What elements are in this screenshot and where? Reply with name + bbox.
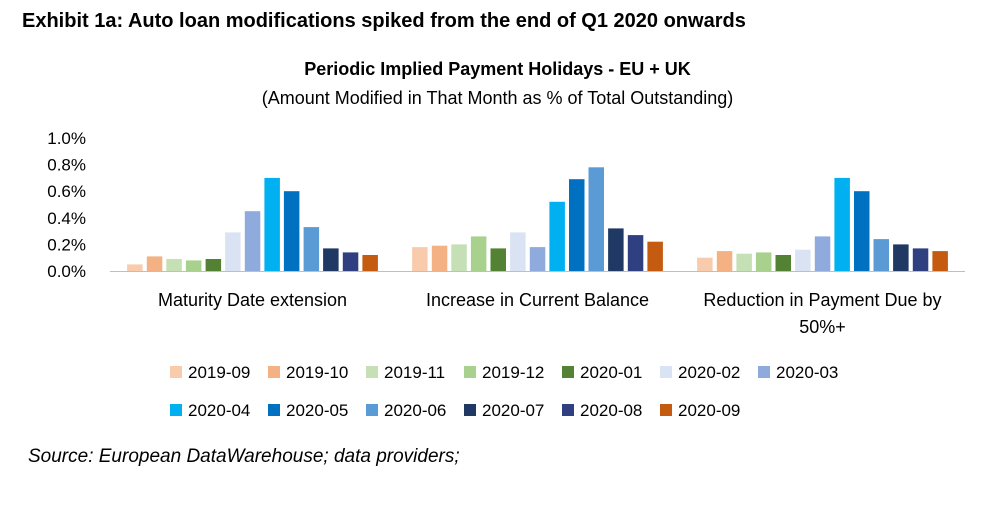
bar-2020-09 bbox=[362, 255, 378, 271]
bar-2020-02 bbox=[225, 232, 241, 271]
bar-2019-11 bbox=[736, 253, 752, 271]
bar-2020-03 bbox=[814, 236, 831, 271]
bar-2020-02 bbox=[795, 249, 811, 271]
y-tick-label: 0.2% bbox=[47, 235, 86, 254]
bar-2020-01 bbox=[490, 248, 506, 271]
bar-2020-07 bbox=[323, 248, 339, 271]
bar-2019-10 bbox=[716, 251, 733, 271]
bar-2019-12 bbox=[755, 252, 772, 271]
bar-2020-06 bbox=[303, 227, 320, 271]
bar-2020-01 bbox=[775, 255, 791, 271]
category-label: Reduction in Payment Due by bbox=[703, 290, 941, 310]
bar-2019-09 bbox=[127, 264, 143, 271]
legend-label: 2020-04 bbox=[188, 401, 250, 420]
bar-2019-12 bbox=[470, 236, 487, 271]
legend-swatch bbox=[758, 366, 770, 378]
legend-label: 2020-09 bbox=[678, 401, 740, 420]
y-tick-label: 0.0% bbox=[47, 262, 86, 281]
bar-2019-12 bbox=[185, 260, 202, 271]
category-label: 50%+ bbox=[799, 317, 846, 337]
bar-2020-08 bbox=[627, 235, 644, 271]
legend-swatch bbox=[268, 404, 280, 416]
bar-2020-02 bbox=[510, 232, 526, 271]
source-note: Source: European DataWarehouse; data pro… bbox=[28, 446, 460, 467]
bar-2020-03 bbox=[244, 211, 261, 271]
bar-2020-05 bbox=[569, 179, 585, 271]
category-label: Maturity Date extension bbox=[158, 290, 347, 310]
exhibit-title: Exhibit 1a: Auto loan modifications spik… bbox=[22, 10, 746, 32]
bar-2020-04 bbox=[549, 201, 565, 271]
bar-2019-11 bbox=[451, 244, 467, 271]
bar-2020-03 bbox=[529, 247, 546, 271]
legend-swatch bbox=[366, 404, 378, 416]
bar-2019-10 bbox=[431, 245, 448, 271]
legend-label: 2019-12 bbox=[482, 363, 544, 382]
y-tick-label: 0.6% bbox=[47, 182, 86, 201]
category-label: Increase in Current Balance bbox=[426, 290, 649, 310]
bar-2020-07 bbox=[893, 244, 909, 271]
bar-2019-09 bbox=[697, 257, 713, 271]
legend-label: 2020-02 bbox=[678, 363, 740, 382]
bar-2020-06 bbox=[873, 239, 889, 271]
legend-swatch bbox=[170, 366, 182, 378]
bar-2020-07 bbox=[608, 228, 624, 271]
chart-title: Periodic Implied Payment Holidays - EU +… bbox=[304, 59, 691, 79]
legend-swatch bbox=[170, 404, 182, 416]
legend-swatch bbox=[464, 404, 476, 416]
bar-2020-08 bbox=[342, 252, 359, 271]
legend-swatch bbox=[562, 404, 574, 416]
legend-label: 2020-05 bbox=[286, 401, 348, 420]
bar-2019-10 bbox=[146, 256, 163, 271]
legend-swatch bbox=[268, 366, 280, 378]
legend-swatch bbox=[562, 366, 574, 378]
bar-chart: 0.0% 0.2% 0.4% 0.6% 0.8% 1.0% Maturity Date ex… bbox=[47, 129, 965, 420]
legend-swatch bbox=[464, 366, 476, 378]
legend-label: 2020-07 bbox=[482, 401, 544, 420]
y-tick-label: 1.0% bbox=[47, 129, 86, 148]
bar-2020-06 bbox=[588, 167, 604, 271]
bar-2020-04 bbox=[834, 177, 850, 271]
bar-2020-01 bbox=[205, 259, 222, 271]
bar-2020-08 bbox=[912, 248, 929, 271]
legend-swatch bbox=[660, 404, 672, 416]
legend-label: 2020-03 bbox=[776, 363, 838, 382]
bar-2020-09 bbox=[647, 241, 663, 271]
chart-subtitle: (Amount Modified in That Month as % of T… bbox=[261, 88, 734, 108]
y-tick-label: 0.4% bbox=[47, 209, 86, 228]
legend-label: 2020-06 bbox=[384, 401, 446, 420]
y-tick-label: 0.8% bbox=[47, 156, 86, 175]
bar-2020-05 bbox=[854, 191, 870, 271]
legend-swatch bbox=[660, 366, 672, 378]
bar-2020-05 bbox=[283, 191, 300, 271]
legend-label: 2019-09 bbox=[188, 363, 250, 382]
legend-swatch bbox=[366, 366, 378, 378]
legend-label: 2019-10 bbox=[286, 363, 348, 382]
bar-2019-09 bbox=[412, 247, 428, 271]
legend-label: 2019-11 bbox=[384, 363, 445, 382]
bar-2020-09 bbox=[932, 251, 948, 271]
legend-label: 2020-08 bbox=[580, 401, 642, 420]
bar-2019-11 bbox=[166, 259, 182, 271]
legend-label: 2020-01 bbox=[580, 363, 642, 382]
bar-2020-04 bbox=[264, 177, 280, 271]
